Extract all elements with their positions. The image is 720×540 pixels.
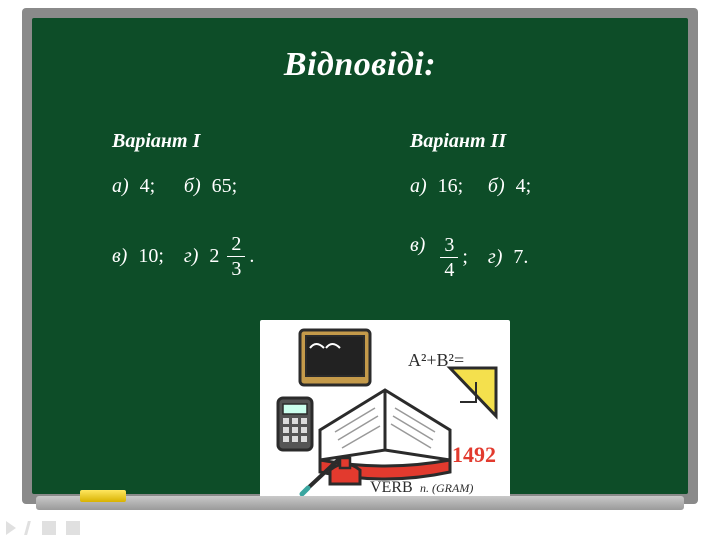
answer-value: 4; xyxy=(510,175,532,197)
fraction-den: 3 xyxy=(227,257,245,279)
fraction-den: 4 xyxy=(440,258,458,280)
illus-noun: n. (GRAM) xyxy=(420,481,473,495)
answer-value: 4; xyxy=(134,175,156,197)
answer-label: г) xyxy=(488,246,502,268)
fraction-num: 3 xyxy=(440,235,458,258)
answer-value: 65; xyxy=(206,175,238,197)
pen-icon[interactable] xyxy=(24,521,34,535)
answer-cell: а) 16; xyxy=(410,175,486,232)
fraction-num: 2 xyxy=(227,234,245,257)
answer-value: 16; xyxy=(432,175,464,197)
answer-value: 2 2 3 . xyxy=(203,234,254,279)
answer-suffix: . xyxy=(249,245,254,268)
illus-year: 1492 xyxy=(452,442,496,467)
answer-cell: г) 7. xyxy=(488,234,549,314)
fraction: 2 3 xyxy=(227,234,245,279)
variant1-answers: а) 4; б) 65; в) 10; г) 2 xyxy=(110,173,274,315)
illus-formula: A²+B²= xyxy=(408,350,464,370)
mixed-whole: 2 xyxy=(209,245,219,268)
variant2-answers: а) 16; б) 4; в) 3 4 ; xyxy=(408,173,551,316)
study-supplies-illustration: A²+B²= 1492 VERB n. (GRAM) xyxy=(260,320,510,500)
answer-label: б) xyxy=(184,175,201,197)
answer-label: г) xyxy=(184,245,198,267)
illus-verb: VERB xyxy=(370,479,413,496)
variant2-heading: Варіант II xyxy=(410,130,506,153)
answer-cell: в) 10; xyxy=(112,234,182,313)
answer-cell: в) 3 4 ; xyxy=(410,234,486,314)
chalkboard-frame: Відповіді: Варіант I а) 4; б) 65; в) 10; xyxy=(22,8,698,504)
chalk-stick xyxy=(80,490,126,502)
pointer-icon[interactable] xyxy=(6,521,16,535)
variant1-heading: Варіант I xyxy=(112,130,200,153)
answer-label: б) xyxy=(488,175,505,197)
answer-cell: а) 4; xyxy=(112,175,182,232)
answer-cell: г) 2 2 3 . xyxy=(184,234,272,313)
answer-value: 7. xyxy=(507,246,528,268)
answer-label: а) xyxy=(112,175,129,197)
answer-label: а) xyxy=(410,175,427,197)
presentation-toolbar xyxy=(6,518,106,538)
answer-cell: б) 65; xyxy=(184,175,272,232)
page-title: Відповіді: xyxy=(32,46,688,84)
chalk-ledge xyxy=(36,496,684,510)
answer-label: в) xyxy=(112,245,127,267)
tool-icon[interactable] xyxy=(42,521,56,535)
answer-value: 10; xyxy=(132,245,164,267)
answer-cell: б) 4; xyxy=(488,175,549,232)
fraction: 3 4 xyxy=(440,235,458,280)
answer-label: в) xyxy=(410,234,425,256)
tool-icon[interactable] xyxy=(66,521,80,535)
answer-suffix: ; xyxy=(462,246,468,269)
chalkboard: Відповіді: Варіант I а) 4; б) 65; в) 10; xyxy=(32,18,688,494)
answer-value: 3 4 ; xyxy=(430,235,468,280)
